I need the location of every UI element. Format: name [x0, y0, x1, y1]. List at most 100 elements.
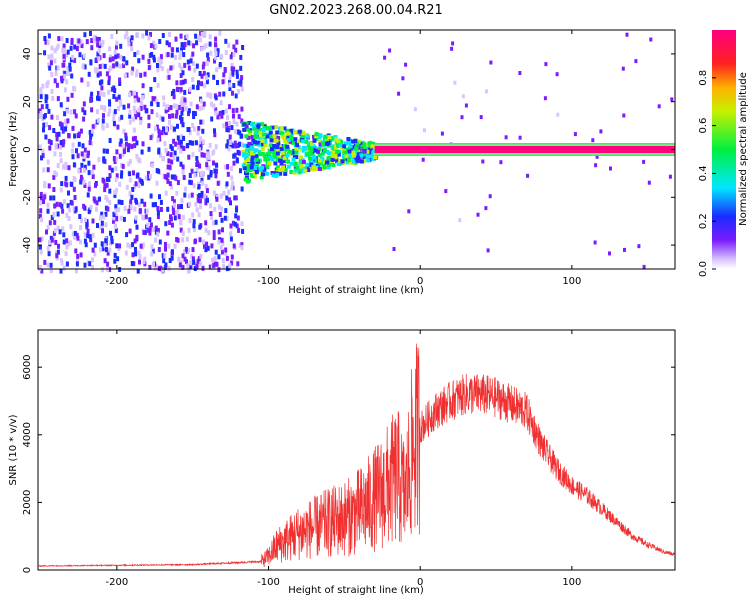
spectrogram-cell — [354, 150, 359, 155]
spectrogram-cell — [127, 103, 131, 109]
spectrogram-cell — [232, 44, 236, 50]
spectrogram-cell — [205, 165, 209, 170]
spectrogram-cell — [346, 158, 351, 163]
spectrogram-cell — [295, 166, 300, 170]
spectrogram-cell — [268, 135, 273, 140]
spectrogram-cell — [200, 177, 204, 183]
spectrogram-cell — [39, 87, 43, 93]
spectrogram-cell — [228, 121, 231, 126]
spectrogram-cell — [292, 170, 297, 175]
spectrogram-cell — [145, 108, 149, 114]
spectrogram-cell — [144, 214, 148, 220]
spectrogram-cell — [62, 139, 66, 145]
spectrogram-cell — [101, 228, 104, 234]
spectrogram-cell — [141, 83, 145, 89]
spectrogram-cell — [212, 74, 216, 80]
spectrogram-cell — [190, 253, 194, 259]
spectrogram-cell — [499, 160, 503, 165]
spectrogram-cell — [156, 102, 160, 107]
spectrogram-cell — [189, 260, 193, 266]
spectrogram-cell — [344, 148, 349, 153]
spectrogram-cell — [43, 36, 47, 41]
spectrogram-cell — [43, 194, 47, 200]
spectrogram-cell — [543, 96, 547, 101]
spectrogram-cell — [191, 61, 195, 66]
spectrogram-cell — [156, 67, 160, 73]
spectrogram-cell — [310, 148, 314, 152]
spectrogram-cell — [238, 130, 242, 136]
spectrogram-cell — [83, 262, 87, 268]
spectrogram-cell — [115, 40, 119, 46]
spectrogram-cell — [220, 113, 224, 119]
snr-y-label: SNR (10 * v/v) — [8, 414, 19, 485]
spectrogram-cell — [183, 62, 187, 68]
spectrogram-cell — [211, 257, 214, 263]
spectrogram-cell — [288, 150, 293, 154]
spectrogram-cell — [165, 127, 168, 133]
spectrogram-cell — [188, 179, 192, 185]
spectrogram-cell — [192, 110, 195, 116]
spectrogram-cell — [86, 192, 90, 198]
spectrogram-cell — [187, 108, 191, 114]
spectrogram-cell — [80, 77, 84, 83]
spectrogram-cell — [132, 105, 136, 111]
spectrogram-cell — [96, 51, 100, 57]
spectrogram-cell — [71, 125, 75, 131]
spectrogram-cell — [88, 261, 92, 267]
spectrogram-cell — [177, 256, 181, 262]
spectrogram-cell — [137, 202, 141, 208]
spectrogram-cell — [70, 73, 74, 79]
spectrogram-cell — [62, 239, 66, 245]
spectrogram-cell — [88, 207, 92, 213]
spectrogram-cell — [152, 227, 156, 232]
spectrogram-cell — [124, 135, 128, 141]
spectrogram-cell — [48, 239, 52, 245]
spectrogram-cell — [240, 242, 244, 248]
spectrogram-cell — [80, 218, 84, 224]
spectrogram-cell — [200, 81, 204, 87]
spectrogram-cell — [312, 134, 316, 139]
spectrogram-cell — [231, 220, 235, 226]
spectrogram-cell — [209, 170, 213, 175]
carrier-core-band — [374, 145, 675, 154]
spectrogram-cell — [181, 106, 185, 112]
spectrogram-cell — [64, 251, 68, 256]
spectrogram-cell — [159, 59, 163, 64]
spectrogram-cell — [135, 72, 139, 78]
spectrogram-cell — [51, 95, 55, 101]
spectrogram-cell — [187, 193, 191, 199]
spectrogram-cell — [333, 137, 338, 142]
spectrogram-cell — [114, 228, 118, 233]
spectrogram-cell — [154, 263, 158, 269]
spectrogram-cell — [175, 190, 179, 196]
spectrogram-cell — [113, 109, 117, 115]
spectrogram-cell — [223, 215, 227, 221]
spectrogram-cell — [369, 150, 374, 155]
spectrogram-cell — [184, 186, 187, 192]
spectrogram-cell — [556, 112, 560, 117]
spectrogram-cell — [272, 133, 277, 138]
spectrogram-cell — [336, 161, 341, 166]
spectrogram-cell — [219, 245, 223, 251]
spectrogram-x-label: Height of straight line (km) — [288, 285, 424, 296]
spectrogram-cell — [66, 71, 70, 76]
spectrogram-cell — [119, 63, 122, 69]
spectrogram-cell — [125, 72, 129, 78]
spectrogram-cell — [344, 141, 348, 146]
spectrogram-cell — [226, 171, 230, 177]
spectrogram-cell — [219, 193, 223, 199]
spectrogram-cell — [132, 127, 136, 133]
spectrogram-cell — [158, 39, 162, 44]
spectrogram-cell — [178, 262, 182, 268]
spectrogram-cell — [248, 168, 253, 173]
spectrogram-cell — [228, 82, 232, 88]
spectrogram-cell — [38, 264, 42, 270]
spectrogram-cell — [55, 250, 59, 256]
spectrogram-cell — [104, 238, 108, 244]
spectrogram-cell — [166, 68, 170, 74]
spectrogram-cell — [182, 44, 186, 50]
spectrogram-cell — [193, 111, 197, 117]
x-tick-label: 0 — [417, 577, 423, 588]
spectrogram-cell — [202, 61, 206, 67]
spectrogram-cell — [213, 58, 216, 64]
